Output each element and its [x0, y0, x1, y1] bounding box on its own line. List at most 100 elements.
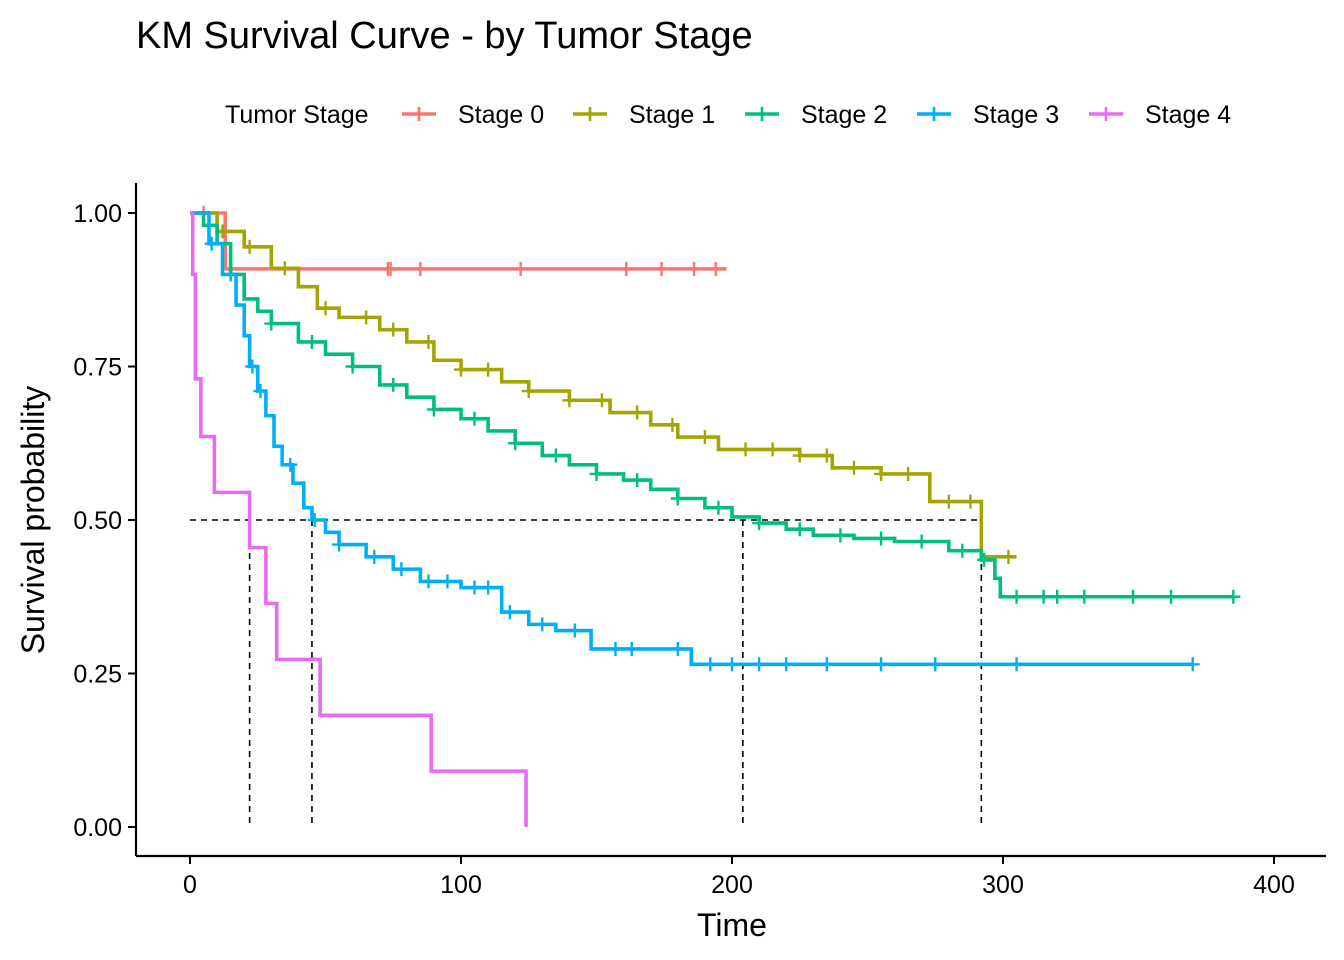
censor-mark — [386, 377, 401, 392]
censor-mark — [345, 359, 360, 374]
censor-mark — [562, 393, 577, 408]
survival-curve — [190, 211, 1193, 667]
censor-mark — [513, 261, 528, 276]
x-tick-label: 0 — [183, 871, 197, 899]
censor-mark — [963, 494, 978, 509]
censor-mark — [738, 442, 753, 457]
censor-mark — [1164, 589, 1179, 604]
legend-title: Tumor Stage — [225, 101, 369, 129]
censor-mark — [1185, 657, 1200, 672]
series-stage-4 — [190, 211, 528, 827]
censor-mark — [1126, 589, 1141, 604]
legend-label: Stage 3 — [973, 101, 1059, 129]
series-stage-1 — [190, 211, 1017, 564]
legend: Tumor Stage Stage 0 Stage 1 Stage 2 Stage 3… — [225, 101, 1231, 129]
y-tick-label: 1.00 — [73, 200, 122, 228]
plot-area — [190, 206, 1241, 827]
censor-mark — [846, 460, 861, 475]
legend-item-stage-2: Stage 2 — [745, 101, 887, 129]
censor-mark — [819, 448, 834, 463]
legend-item-stage-4: Stage 4 — [1089, 101, 1231, 129]
legend-label: Stage 1 — [629, 101, 715, 129]
censor-mark — [670, 641, 685, 656]
x-tick-label: 400 — [1253, 871, 1295, 899]
censor-mark — [367, 549, 382, 564]
censor-mark — [283, 457, 298, 472]
censor-mark — [467, 411, 482, 426]
censor-mark — [1001, 549, 1016, 564]
censor-mark — [914, 534, 929, 549]
censor-mark — [711, 500, 726, 515]
censor-mark — [548, 448, 563, 463]
censor-mark — [630, 473, 645, 488]
x-tick-label: 200 — [711, 871, 753, 899]
censor-mark — [454, 362, 468, 377]
axes: 0.00 0.25 0.50 0.75 1.00 0 100 200 300 400 — [73, 183, 1326, 899]
censor-mark — [697, 430, 712, 445]
survival-curve — [190, 211, 528, 827]
censor-mark — [619, 261, 634, 276]
censor-mark — [725, 657, 739, 672]
censor-mark — [264, 316, 279, 331]
censor-mark — [383, 261, 398, 276]
censor-mark — [703, 657, 718, 672]
censor-mark — [608, 641, 623, 656]
censor-mark — [977, 552, 992, 567]
legend-item-stage-0: Stage 0 — [402, 101, 544, 129]
censor-mark — [687, 261, 702, 276]
censor-mark — [1050, 589, 1065, 604]
legend-label: Stage 0 — [458, 101, 544, 129]
legend-item-stage-3: Stage 3 — [917, 101, 1059, 129]
censor-mark — [413, 261, 428, 276]
censor-mark — [665, 417, 680, 432]
censor-mark — [1077, 589, 1092, 604]
censor-mark — [359, 310, 374, 325]
censor-mark — [654, 261, 669, 276]
censor-mark — [874, 657, 889, 672]
censor-mark — [874, 466, 889, 481]
y-axis-title: Survival probability — [15, 386, 51, 655]
censor-mark — [752, 657, 767, 672]
censor-mark — [928, 657, 943, 672]
censor-mark — [318, 301, 333, 316]
censor-mark — [481, 362, 496, 377]
censor-mark — [792, 448, 807, 463]
x-tick-label: 300 — [982, 871, 1024, 899]
censor-mark — [1226, 589, 1241, 604]
censor-mark — [242, 239, 257, 254]
censor-mark — [421, 574, 436, 589]
y-tick-label: 0.25 — [73, 661, 122, 689]
y-tick-label: 0.75 — [73, 354, 122, 382]
censor-mark — [792, 522, 807, 537]
legend-label: Stage 2 — [801, 101, 887, 129]
y-tick-label: 0.00 — [73, 814, 122, 842]
survival-curve — [190, 211, 1017, 559]
censor-mark — [955, 543, 970, 558]
censor-mark — [204, 236, 219, 251]
censor-mark — [467, 580, 482, 595]
censor-mark — [521, 384, 536, 399]
x-tick-label: 100 — [440, 871, 482, 899]
censor-mark — [589, 466, 604, 481]
censor-mark — [819, 657, 834, 672]
legend-label: Stage 4 — [1145, 101, 1231, 129]
censor-mark — [1036, 589, 1051, 604]
censor-mark — [253, 384, 268, 399]
censor-mark — [624, 641, 639, 656]
censor-mark — [941, 494, 956, 509]
censor-mark — [245, 359, 260, 374]
censor-mark — [304, 334, 319, 349]
censor-mark — [779, 657, 794, 672]
chart-title: KM Survival Curve - by Tumor Stage — [136, 15, 753, 57]
censor-mark — [307, 513, 322, 527]
censor-mark — [440, 574, 455, 589]
censor-mark — [277, 261, 292, 276]
censor-mark — [421, 334, 436, 349]
censor-mark — [386, 322, 401, 337]
censor-mark — [594, 393, 609, 408]
censor-mark — [1009, 589, 1024, 604]
censor-mark — [426, 402, 441, 417]
censor-mark — [708, 261, 723, 276]
censor-mark — [1009, 657, 1024, 672]
